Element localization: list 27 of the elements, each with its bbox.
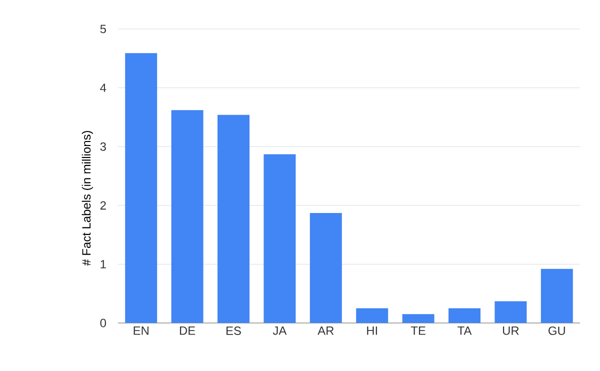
x-tick-label: JA [272, 326, 287, 335]
bar [402, 314, 434, 323]
x-tick-label: EN [134, 326, 148, 335]
y-tick-label: 3 [100, 142, 106, 151]
y-tick-label: 4 [100, 84, 106, 92]
bar [171, 110, 204, 323]
bar [218, 114, 250, 323]
bar [264, 154, 296, 323]
x-tick-label: UR [502, 326, 519, 335]
bar [125, 53, 158, 323]
x-tick-label: GU [548, 326, 565, 335]
bar [540, 268, 573, 323]
x-tick-label: HI [367, 326, 377, 335]
x-tick-label: DE [180, 326, 196, 335]
y-tick-label: 1 [100, 260, 106, 268]
x-tick-label: TA [458, 326, 472, 335]
bar [310, 213, 342, 323]
y-tick-label: 0 [100, 318, 106, 328]
bar [448, 308, 481, 323]
x-tick-label: AR [318, 326, 334, 335]
y-axis-title: # Fact Labels (in millions) [82, 131, 93, 266]
y-tick-label: 5 [100, 24, 106, 34]
bar [494, 301, 527, 323]
x-tick-label: ES [226, 326, 241, 335]
y-tick-label: 2 [100, 201, 106, 210]
x-tick-label: TE [410, 326, 426, 335]
bar [356, 308, 388, 323]
